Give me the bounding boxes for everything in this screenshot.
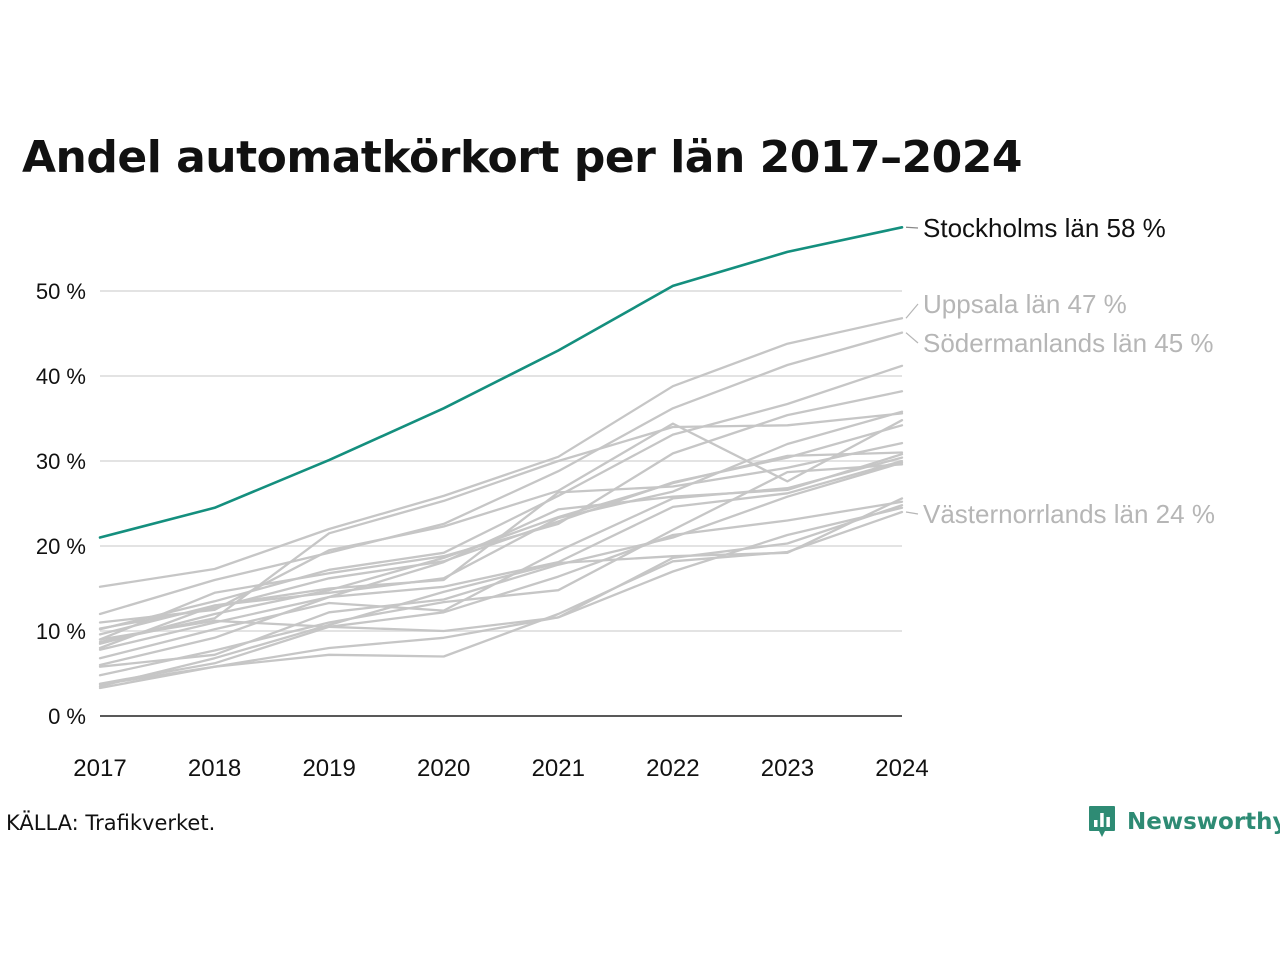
- label-leader-line: [906, 304, 918, 318]
- series-line: [100, 333, 902, 614]
- series-end-label: Uppsala län 47 %: [923, 289, 1127, 319]
- x-tick-label: 2024: [875, 755, 928, 782]
- x-tick-label: 2019: [302, 755, 355, 782]
- x-tick-label: 2021: [532, 755, 585, 782]
- y-tick-label: 10 %: [36, 619, 86, 644]
- x-tick-label: 2020: [417, 755, 470, 782]
- muted-series-lines: [100, 318, 902, 688]
- y-tick-label: 20 %: [36, 534, 86, 559]
- newsworthy-logo: Newsworthy: [1088, 805, 1280, 839]
- label-leader-line: [906, 333, 918, 343]
- series-end-label: Stockholms län 58 %: [923, 213, 1166, 243]
- x-tick-label: 2017: [73, 755, 126, 782]
- series-end-label: Västernorrlands län 24 %: [923, 499, 1215, 529]
- label-leader-line: [906, 512, 918, 514]
- y-tick-label: 50 %: [36, 279, 86, 304]
- series-line: [100, 391, 902, 639]
- x-tick-label: 2023: [761, 755, 814, 782]
- y-tick-label: 30 %: [36, 449, 86, 474]
- x-tick-label: 2022: [646, 755, 699, 782]
- series-end-labels: Stockholms län 58 % Uppsala län 47 % Söder…: [906, 213, 1215, 529]
- series-line: [100, 443, 902, 634]
- x-axis-tick-labels: 2017 2018 2019 2020 2021 2022 2023 2024: [73, 755, 928, 782]
- series-line: [100, 464, 902, 675]
- source-note: KÄLLA: Trafikverket.: [6, 811, 215, 835]
- y-tick-label: 40 %: [36, 364, 86, 389]
- brand-name: Newsworthy: [1127, 809, 1280, 835]
- label-leader-line: [906, 227, 918, 228]
- series-end-label: Södermanlands län 45 %: [923, 328, 1214, 358]
- bar-chart-speech-bubble-icon: [1088, 805, 1116, 839]
- y-axis-tick-labels: 0 % 10 % 20 % 30 % 40 % 50 %: [36, 279, 86, 729]
- x-tick-label: 2018: [188, 755, 241, 782]
- y-tick-label: 0 %: [48, 704, 86, 729]
- series-line: [100, 425, 902, 628]
